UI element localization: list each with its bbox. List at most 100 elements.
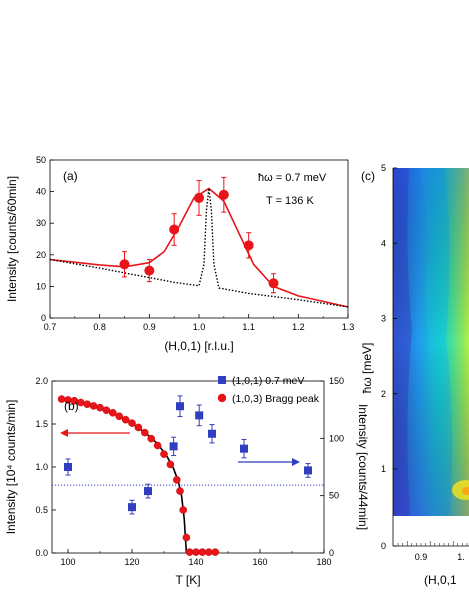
bragg-data-point (198, 548, 207, 556)
y-tick-label: 0 (41, 313, 46, 323)
x-tick-label: 0.7 (44, 322, 57, 332)
bragg-data-point (115, 412, 123, 421)
bragg-data-point (134, 423, 143, 432)
bragg-data-point (147, 434, 155, 443)
data-point (268, 278, 279, 289)
data-point (194, 192, 204, 203)
square-data-point (176, 402, 184, 411)
x-tick-label: 1.0 (193, 322, 206, 332)
c-y-tick-label: 1 (381, 464, 386, 474)
y-right-tick-label: 50 (329, 491, 339, 501)
right-axis-arrow (238, 458, 300, 466)
bragg-data-point (160, 450, 168, 458)
y-tick-label: 40 (36, 187, 46, 197)
heatmap-gap (393, 516, 469, 546)
y-left-tick-label: 1.5 (35, 419, 48, 429)
square-data-point (64, 463, 72, 471)
bragg-data-point (96, 403, 104, 412)
bragg-data-point (89, 402, 98, 410)
x-tick-label: 120 (124, 557, 139, 567)
x-tick-label: 0.8 (93, 322, 106, 332)
bragg-data-point (192, 548, 200, 556)
square-data-point (144, 487, 152, 496)
panel-a-xlabel: (H,0,1) [r.l.u.] (164, 339, 233, 353)
y-right-tick-label: 0 (329, 548, 334, 558)
data-point (119, 259, 130, 270)
panel-c-xlabel: (H,0,1 (424, 573, 457, 587)
y-left-tick-label: 0.0 (35, 548, 48, 558)
panel-b-marks (52, 398, 324, 553)
bragg-data-point (179, 506, 187, 514)
square-data-point (195, 411, 204, 420)
y-right-tick-label: 100 (329, 433, 344, 443)
square-data-point (240, 444, 248, 453)
legend-entry-bragg: (1,0,3) Bragg peak (232, 393, 320, 405)
c-y-tick-label: 2 (381, 389, 386, 399)
x-tick-label: 160 (252, 557, 267, 567)
panel-a-temperature-annotation: T = 136 K (266, 195, 314, 207)
panel-b-legend: (1,0,1) 0.7 meV (1,0,3) Bragg peak (217, 375, 320, 405)
y-tick-label: 50 (36, 155, 46, 165)
panel-a-ticks: 0.7 0.8 0.9 1.0 1.1 1.2 1.3 0 10 20 30 40 50 (36, 155, 354, 332)
resolution-curve (50, 187, 348, 308)
c-x-tick-label: 0.9 (415, 552, 428, 562)
bragg-data-point (121, 415, 130, 424)
legend-entry-inelastic: (1,0,1) 0.7 meV (232, 375, 304, 387)
bragg-data-point (204, 548, 213, 556)
bragg-data-point (109, 409, 117, 417)
bragg-data-point (185, 548, 194, 556)
x-tick-label: 140 (188, 557, 203, 567)
data-point (169, 224, 180, 235)
x-tick-label: 180 (316, 557, 331, 567)
panel-c: (c) 0 1 2 3 4 5 0.9 1. ħω [meV] (H,0,1 (360, 163, 469, 587)
square-data-point (304, 466, 312, 475)
panel-b-label: (b) (64, 399, 79, 413)
bragg-data-point (182, 533, 191, 542)
panel-a-label: (a) (63, 169, 78, 183)
x-tick-label: 0.9 (143, 322, 156, 332)
c-y-tick-label: 3 (381, 314, 386, 324)
bragg-data-point (83, 400, 91, 409)
bragg-data-point (211, 548, 219, 556)
heatmap-hotspot (452, 480, 469, 500)
c-y-tick-label: 4 (381, 238, 386, 248)
y-tick-label: 20 (36, 250, 46, 260)
panel-a-points (119, 176, 279, 294)
panel-a: 0.7 0.8 0.9 1.0 1.1 1.2 1.3 0 10 20 30 40 50 (a) ħω … (5, 155, 354, 353)
c-y-tick-label: 0 (381, 541, 386, 551)
data-point (144, 265, 155, 276)
x-tick-label: 1.3 (342, 322, 355, 332)
y-tick-label: 30 (36, 218, 46, 228)
data-point (243, 240, 254, 251)
x-tick-label: 100 (60, 557, 75, 567)
y-left-tick-label: 1.0 (35, 462, 48, 472)
heatmap-hotspot-core (462, 487, 469, 495)
y-tick-label: 10 (36, 281, 46, 291)
square-data-point (208, 429, 216, 438)
panel-c-ticks: 0 1 2 3 4 5 0.9 1. (381, 163, 468, 562)
panel-b-ylabel-right: Intensity [counts/44min] (356, 404, 370, 530)
panel-c-ylabel: ħω [meV] (360, 343, 374, 394)
bragg-data-point (102, 406, 111, 415)
legend-circle-marker (217, 393, 227, 403)
square-data-point (128, 503, 136, 512)
bragg-data-point (166, 460, 175, 469)
panel-b-xlabel: T [K] (175, 573, 200, 587)
bragg-data-point (128, 419, 136, 427)
panel-c-label: (c) (361, 169, 375, 183)
panel-b: 100 120 140 160 1800.00.51.01.52.0050100150 … (4, 375, 370, 587)
panel-b-ylabel-left: Intensity [10⁴ counts/min] (4, 400, 18, 535)
x-tick-label: 1.1 (242, 322, 255, 332)
panel-a-hw-annotation: ħω = 0.7 meV (258, 172, 327, 184)
legend-square-marker (218, 376, 226, 384)
bragg-data-point (176, 487, 184, 495)
c-x-tick-label: 1. (457, 552, 465, 562)
data-point (218, 189, 229, 200)
c-y-tick-label: 5 (381, 163, 386, 173)
y-left-tick-label: 0.5 (35, 505, 48, 515)
panel-b-ticks: 100 120 140 160 180 0.0 0.5 1.0 1.5 2.0 0 50 100 150 (35, 376, 344, 567)
y-right-tick-label: 150 (329, 376, 344, 386)
panel-a-ylabel: Intensity [counts/60min] (5, 176, 19, 302)
y-left-tick-label: 2.0 (35, 376, 48, 386)
